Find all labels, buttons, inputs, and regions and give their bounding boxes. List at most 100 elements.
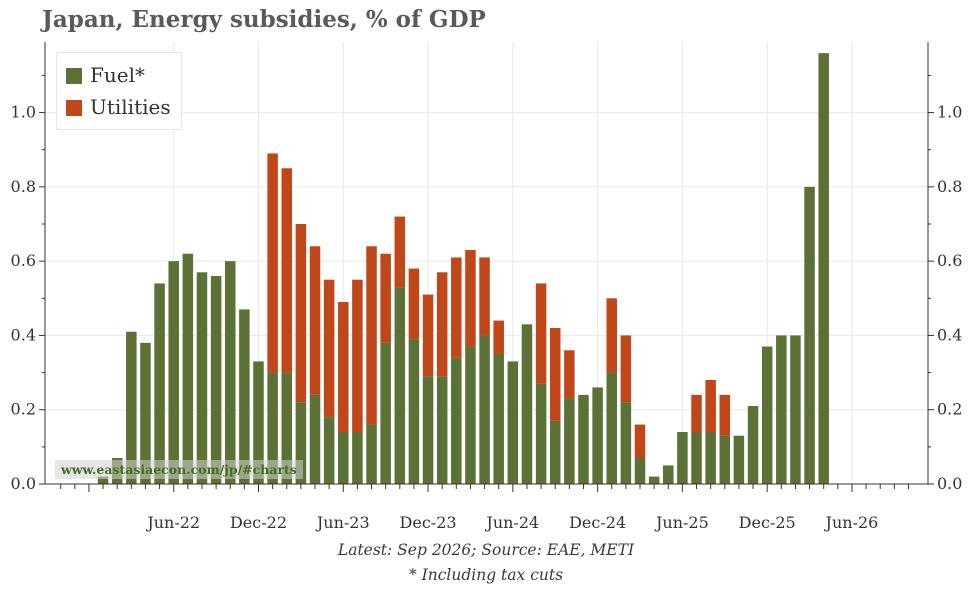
bar-utilities	[295, 224, 307, 403]
bar-fuel	[394, 287, 406, 484]
bar-utilities	[705, 380, 716, 432]
axes	[39, 42, 934, 492]
bar-fuel	[253, 361, 264, 484]
bar-fuel	[521, 324, 533, 484]
bar-utilities	[606, 298, 617, 373]
bar-fuel	[634, 458, 646, 484]
y-tick-label-left: 1.0	[11, 103, 36, 122]
bar-fuel	[479, 335, 490, 484]
bar-utilities	[267, 153, 278, 373]
y-tick-label-left: 0.4	[11, 325, 36, 344]
y-tick-label-right: 0.6	[937, 251, 962, 270]
bar-fuel	[338, 432, 349, 484]
bar-fuel	[535, 383, 547, 484]
bar-fuel	[281, 372, 293, 484]
footnote-source: Latest: Sep 2026; Source: EAE, METI	[337, 541, 635, 559]
y-tick-label-right: 1.0	[937, 103, 962, 122]
x-tick-label: Jun-22	[145, 513, 200, 532]
bar-fuel	[451, 357, 462, 484]
legend-swatch-utilities	[66, 100, 82, 116]
bar-utilities	[281, 168, 293, 373]
bar-fuel	[549, 420, 561, 484]
bar-utilities	[408, 268, 420, 340]
x-tick-label: Jun-25	[654, 513, 709, 532]
bar-utilities	[338, 302, 349, 432]
chart-title: Japan, Energy subsidies, % of GDP	[42, 6, 486, 33]
bar-fuel	[210, 276, 222, 484]
bar-fuel	[606, 372, 617, 484]
legend-swatch-fuel	[66, 68, 82, 84]
watermark: www.eastasiaecon.com/jp/#charts	[55, 460, 303, 479]
bar-fuel	[648, 476, 660, 484]
bar-utilities	[479, 257, 490, 336]
bar-fuel	[295, 402, 307, 484]
bar-fuel	[436, 376, 448, 484]
bar-utilities	[451, 257, 462, 358]
bar-fuel	[592, 387, 603, 484]
y-tick-label-right: 0.2	[937, 400, 962, 419]
bar-utilities	[719, 394, 731, 436]
bar-fuel	[224, 261, 236, 484]
bar-fuel	[182, 253, 194, 484]
bar-fuel	[380, 342, 391, 484]
bar-fuel	[408, 339, 420, 484]
x-tick-label: Dec-25	[739, 513, 796, 532]
bar-utilities	[380, 253, 391, 343]
bar-fuel	[578, 394, 589, 484]
bar-utilities	[535, 283, 547, 384]
x-tick-label: Jun-24	[484, 513, 539, 532]
bar-utilities	[309, 246, 321, 395]
bar-fuel	[776, 335, 787, 484]
y-tick-label-left: 0.6	[11, 251, 36, 270]
bar-fuel	[366, 424, 377, 484]
x-tick-label: Dec-24	[569, 513, 626, 532]
bar-utilities	[352, 279, 363, 432]
bar-fuel	[747, 406, 759, 484]
bar-utilities	[366, 246, 377, 425]
bar-utilities	[564, 350, 575, 399]
bar-fuel	[196, 272, 208, 484]
bar-fuel	[126, 331, 137, 484]
bar-fuel	[97, 476, 109, 484]
bar-series	[97, 53, 829, 485]
bar-fuel	[267, 372, 278, 484]
legend-label-fuel: Fuel*	[90, 63, 145, 87]
y-tick-label-left: 0.0	[11, 474, 36, 493]
legend-item-utilities[interactable]: Utilities	[66, 95, 171, 119]
legend-item-fuel[interactable]: Fuel*	[66, 63, 145, 87]
bar-utilities	[493, 320, 504, 354]
bar-utilities	[394, 216, 406, 288]
legend: Fuel* Utilities	[56, 52, 182, 130]
bar-utilities	[465, 250, 476, 347]
bar-fuel	[140, 342, 151, 484]
bar-utilities	[323, 279, 335, 418]
bar-utilities	[436, 272, 448, 377]
bar-fuel	[705, 432, 716, 484]
bar-fuel	[564, 398, 575, 484]
bar-fuel	[804, 186, 815, 484]
bar-fuel	[761, 346, 773, 484]
y-axis-right: 0.0 0.2 0.4 0.6 0.8 1.0	[937, 103, 962, 493]
bar-utilities	[634, 424, 646, 458]
y-tick-label-right: 0.8	[937, 177, 962, 196]
bar-fuel	[507, 361, 519, 484]
bar-fuel	[677, 432, 688, 484]
bar-fuel	[691, 432, 702, 484]
bar-fuel	[719, 435, 731, 484]
y-tick-label-right: 0.4	[937, 325, 962, 344]
bar-utilities	[620, 335, 632, 403]
bar-fuel	[733, 435, 745, 484]
x-tick-label: Dec-23	[400, 513, 457, 532]
x-tick-label: Dec-22	[230, 513, 287, 532]
bar-fuel	[663, 465, 674, 484]
y-axis-left: 0.0 0.2 0.4 0.6 0.8 1.0	[11, 103, 36, 493]
bar-fuel	[493, 354, 504, 484]
legend-label-utilities: Utilities	[90, 95, 171, 119]
bar-fuel	[309, 394, 321, 484]
bar-fuel	[620, 402, 632, 484]
bar-fuel	[168, 261, 179, 484]
bar-utilities	[422, 294, 434, 377]
y-tick-label-right: 0.0	[937, 474, 962, 493]
bar-fuel	[154, 283, 165, 484]
bar-utilities	[549, 328, 561, 421]
